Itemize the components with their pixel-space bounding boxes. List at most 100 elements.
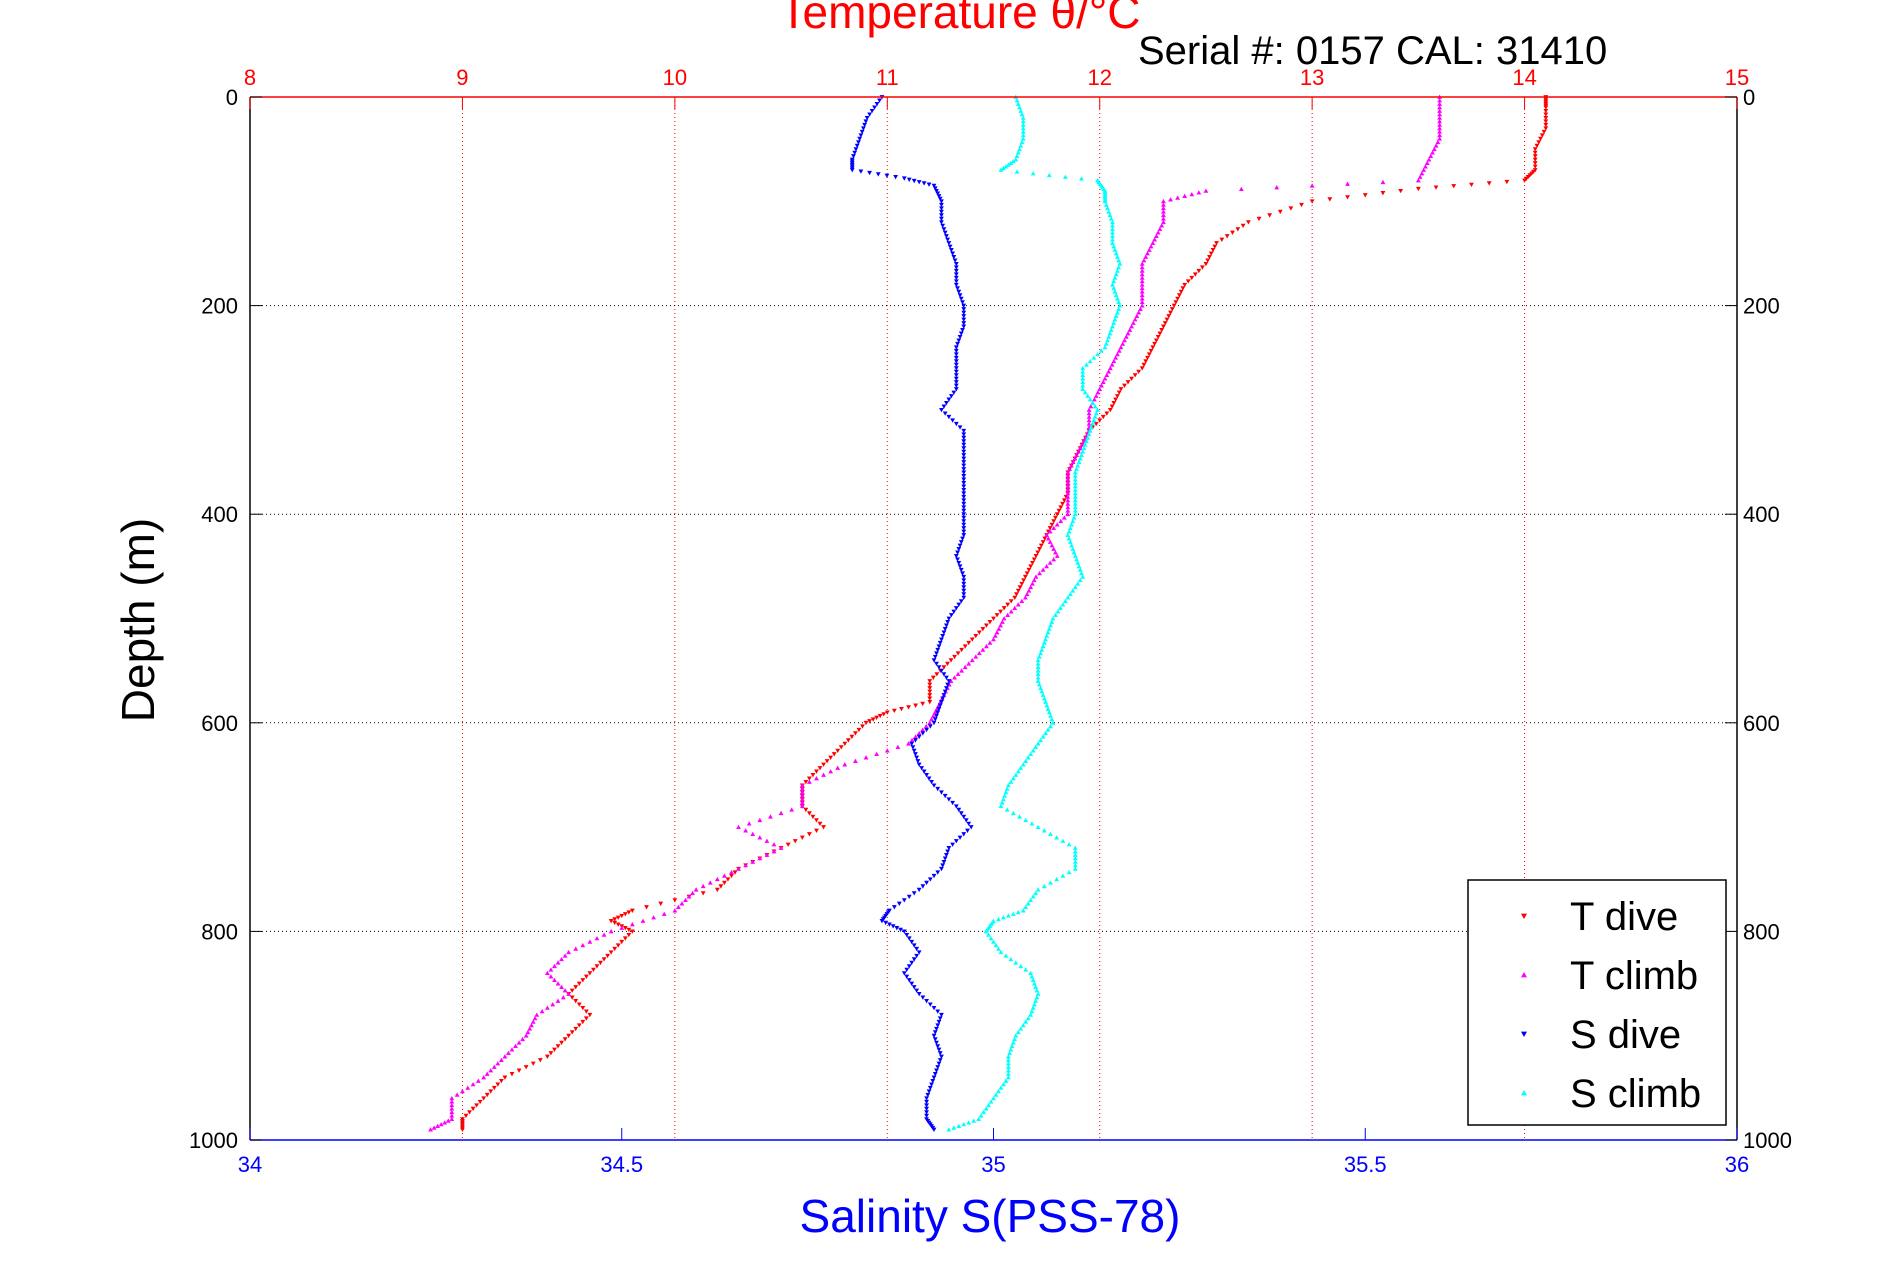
data-point-s-climb (1115, 254, 1120, 259)
data-point-t-climb (1153, 233, 1159, 238)
data-point-t-climb (1065, 487, 1071, 492)
data-point-s-climb (1072, 483, 1078, 489)
data-point-s-dive (937, 1051, 943, 1056)
data-point-s-climb (1036, 682, 1042, 687)
data-point-t-climb (1380, 179, 1386, 185)
legend-label-t-dive: T dive (1570, 895, 1678, 939)
data-point-s-climb (1031, 981, 1037, 986)
data-point-s-climb (961, 1121, 967, 1127)
data-point-s-dive (961, 449, 967, 455)
data-point-s-climb (1018, 963, 1024, 969)
data-point-s-dive (958, 599, 964, 604)
data-point-s-dive (966, 821, 972, 827)
temperature-tick-label: 13 (1300, 65, 1324, 90)
data-point-t-dive (814, 818, 819, 823)
data-point-s-climb (1035, 657, 1041, 663)
data-point-s-climb (1090, 421, 1096, 426)
data-point-t-dive (824, 759, 830, 764)
data-point-t-climb (913, 734, 919, 739)
data-point-s-climb (1050, 616, 1056, 621)
data-point-t-climb (460, 1088, 465, 1094)
data-point-t-climb (814, 776, 819, 781)
data-point-t-climb (1145, 251, 1150, 256)
data-point-s-climb (1069, 543, 1074, 548)
data-point-s-climb (1005, 1057, 1011, 1062)
data-point-s-climb (1035, 887, 1041, 892)
data-point-s-dive (935, 1044, 941, 1049)
data-point-t-dive (828, 755, 834, 760)
data-point-t-climb (1437, 125, 1442, 131)
data-point-t-climb (1031, 577, 1037, 583)
data-point-s-climb (1080, 379, 1086, 385)
data-point-s-dive (936, 644, 942, 649)
data-point-t-dive (1100, 414, 1106, 420)
data-point-t-climb (778, 845, 784, 850)
data-point-s-climb (1093, 410, 1099, 416)
data-point-s-climb (1070, 546, 1076, 551)
data-point-t-dive (583, 974, 589, 979)
data-point-s-dive (924, 1113, 929, 1119)
data-point-s-dive (904, 967, 910, 973)
data-point-s-climb (1005, 782, 1011, 788)
data-point-s-dive (961, 453, 967, 458)
data-point-s-climb (1018, 1026, 1024, 1031)
data-point-t-climb (927, 720, 933, 725)
data-point-s-climb (1020, 136, 1026, 141)
data-point-s-dive (904, 974, 910, 979)
data-point-t-climb (1115, 351, 1120, 357)
data-point-s-dive (960, 536, 965, 541)
data-point-t-dive (927, 693, 933, 698)
data-point-s-dive (929, 1082, 934, 1087)
data-point-t-climb (523, 1033, 529, 1038)
data-point-t-climb (1065, 470, 1071, 475)
data-point-s-climb (1095, 351, 1100, 357)
data-point-t-dive (658, 901, 664, 906)
data-point-s-dive (942, 230, 948, 235)
data-point-t-climb (435, 1123, 441, 1129)
data-point-t-dive (594, 964, 600, 969)
data-point-t-dive (1028, 564, 1034, 569)
data-point-s-climb (1008, 1047, 1014, 1052)
data-point-t-climb (428, 1127, 433, 1132)
data-point-t-dive (1212, 244, 1218, 249)
data-point-s-dive (932, 1037, 938, 1042)
data-point-s-climb (946, 1127, 952, 1132)
data-point-s-climb (1010, 158, 1016, 164)
data-point-s-climb (1072, 487, 1078, 492)
data-point-t-climb (1182, 193, 1188, 199)
data-point-s-dive (956, 547, 962, 552)
data-point-s-climb (1048, 831, 1053, 836)
data-point-s-climb (1013, 157, 1019, 162)
data-point-s-climb (1091, 417, 1097, 423)
data-point-s-dive (961, 442, 967, 448)
data-point-t-climb (714, 876, 720, 882)
data-point-t-dive (998, 609, 1003, 614)
data-point-t-climb (555, 998, 561, 1003)
data-point-t-climb (1095, 390, 1101, 395)
data-point-t-climb (998, 623, 1003, 628)
data-point-s-dive (853, 147, 859, 152)
data-point-t-climb (509, 1047, 515, 1052)
legend-marker-t-climb (1521, 972, 1527, 978)
data-point-t-climb (969, 657, 975, 663)
data-point-s-climb (1017, 814, 1022, 819)
depth-tick-label-right: 400 (1743, 502, 1780, 527)
data-point-s-climb (1020, 122, 1026, 127)
data-point-s-climb (1069, 522, 1074, 527)
data-point-s-dive (961, 428, 967, 434)
temperature-tick-label: 15 (1725, 65, 1749, 90)
data-point-t-climb (1274, 184, 1280, 190)
data-point-t-climb (442, 1120, 448, 1125)
data-point-t-dive (806, 811, 812, 816)
data-point-s-dive (877, 98, 882, 103)
data-point-s-dive (931, 1075, 937, 1080)
data-point-s-climb (1023, 967, 1029, 972)
data-point-s-dive (961, 463, 967, 468)
data-point-t-climb (1086, 407, 1092, 412)
data-point-s-climb (1009, 1043, 1015, 1049)
data-point-t-climb (984, 643, 989, 649)
data-point-t-climb (608, 929, 614, 934)
data-point-t-climb (799, 800, 805, 805)
data-point-t-dive (1162, 321, 1168, 326)
salinity-tick-label: 35.5 (1344, 1152, 1387, 1177)
